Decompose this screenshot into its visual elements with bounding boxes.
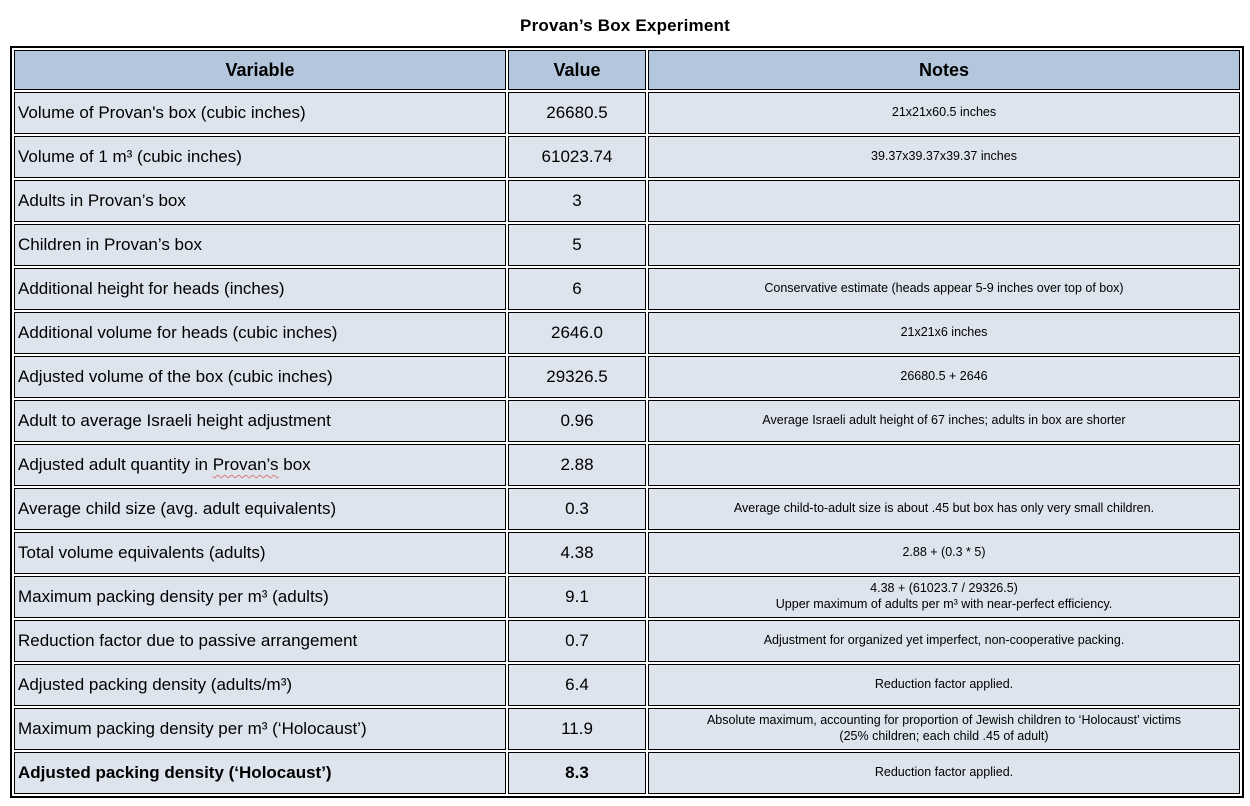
table-row: Adults in Provan’s box 3 (14, 180, 1240, 222)
table-row: Adjusted adult quantity in Provan’s box 2… (14, 444, 1240, 486)
note-cell: Reduction factor applied. (648, 664, 1240, 706)
value-cell: 6 (508, 268, 646, 310)
note-cell: 39.37x39.37x39.37 inches (648, 136, 1240, 178)
table-row: Adjusted packing density (adults/m³) 6.4 R… (14, 664, 1240, 706)
variable-cell: Additional height for heads (inches) (14, 268, 506, 310)
table-row: Additional volume for heads (cubic inche… (14, 312, 1240, 354)
variable-cell: Reduction factor due to passive arrangem… (14, 620, 506, 662)
note-cell: Average Israeli adult height of 67 inche… (648, 400, 1240, 442)
value-cell: 8.3 (508, 752, 646, 794)
variable-cell: Children in Provan’s box (14, 224, 506, 266)
variable-cell: Volume of Provan's box (cubic inches) (14, 92, 506, 134)
column-header-variable: Variable (14, 50, 506, 90)
value-cell: 4.38 (508, 532, 646, 574)
variable-cell: Adults in Provan’s box (14, 180, 506, 222)
note-cell: Conservative estimate (heads appear 5-9 … (648, 268, 1240, 310)
table-row: Maximum packing density per m³ (‘Holocau… (14, 708, 1240, 750)
note-cell: 2.88 + (0.3 * 5) (648, 532, 1240, 574)
note-cell (648, 444, 1240, 486)
note-cell: 26680.5 + 2646 (648, 356, 1240, 398)
variable-cell: Total volume equivalents (adults) (14, 532, 506, 574)
note-cell: Average child-to-adult size is about .45… (648, 488, 1240, 530)
variable-cell: Maximum packing density per m³ (‘Holocau… (14, 708, 506, 750)
value-cell: 29326.5 (508, 356, 646, 398)
note-cell (648, 180, 1240, 222)
variable-cell: Maximum packing density per m³ (adults) (14, 576, 506, 618)
table-row: Adjusted packing density (‘Holocaust’) 8.… (14, 752, 1240, 794)
table-row: Average child size (avg. adult equivalen… (14, 488, 1240, 530)
value-cell: 0.96 (508, 400, 646, 442)
value-cell: 3 (508, 180, 646, 222)
table-row: Reduction factor due to passive arrangem… (14, 620, 1240, 662)
value-cell: 0.3 (508, 488, 646, 530)
column-header-notes: Notes (648, 50, 1240, 90)
value-cell: 26680.5 (508, 92, 646, 134)
value-cell: 5 (508, 224, 646, 266)
table-row: Adult to average Israeli height adjustme… (14, 400, 1240, 442)
variable-cell: Adjusted adult quantity in Provan’s box (14, 444, 506, 486)
value-cell: 2.88 (508, 444, 646, 486)
note-line: Absolute maximum, accounting for proport… (706, 713, 1182, 728)
note-cell: Reduction factor applied. (648, 752, 1240, 794)
variable-cell: Volume of 1 m³ (cubic inches) (14, 136, 506, 178)
header-row: Variable Value Notes (14, 50, 1240, 90)
note-line: (25% children; each child .45 of adult) (839, 729, 1049, 743)
note-cell: 21x21x60.5 inches (648, 92, 1240, 134)
value-cell: 11.9 (508, 708, 646, 750)
spellcheck-underline: Provan’s (212, 454, 279, 474)
note-line: 4.38 + (61023.7 / 29326.5) (870, 581, 1018, 596)
variable-cell: Adult to average Israeli height adjustme… (14, 400, 506, 442)
table-row: Total volume equivalents (adults) 4.38 2.8… (14, 532, 1240, 574)
value-cell: 6.4 (508, 664, 646, 706)
column-header-value: Value (508, 50, 646, 90)
variable-cell: Adjusted packing density (‘Holocaust’) (14, 752, 506, 794)
value-cell: 0.7 (508, 620, 646, 662)
value-cell: 61023.74 (508, 136, 646, 178)
note-cell: Adjustment for organized yet imperfect, … (648, 620, 1240, 662)
variable-cell: Additional volume for heads (cubic inche… (14, 312, 506, 354)
note-cell: 21x21x6 inches (648, 312, 1240, 354)
note-cell: 4.38 + (61023.7 / 29326.5) Upper maximum … (648, 576, 1240, 618)
note-cell (648, 224, 1240, 266)
table-body: Volume of Provan's box (cubic inches) 266… (14, 92, 1240, 794)
variable-cell: Average child size (avg. adult equivalen… (14, 488, 506, 530)
variable-cell: Adjusted volume of the box (cubic inches… (14, 356, 506, 398)
note-cell: Absolute maximum, accounting for proport… (648, 708, 1240, 750)
experiment-table: Variable Value Notes Volume of Provan's … (10, 46, 1244, 798)
table-row: Volume of 1 m³ (cubic inches) 61023.74 39.… (14, 136, 1240, 178)
table-row: Adjusted volume of the box (cubic inches… (14, 356, 1240, 398)
table-row: Volume of Provan's box (cubic inches) 266… (14, 92, 1240, 134)
table-row: Children in Provan’s box 5 (14, 224, 1240, 266)
table-row: Maximum packing density per m³ (adults) 9… (14, 576, 1240, 618)
table-row: Additional height for heads (inches) 6 Con… (14, 268, 1240, 310)
note-line: Upper maximum of adults per m³ with near… (775, 597, 1113, 611)
value-cell: 9.1 (508, 576, 646, 618)
value-cell: 2646.0 (508, 312, 646, 354)
page-title: Provan’s Box Experiment (520, 16, 730, 35)
variable-cell: Adjusted packing density (adults/m³) (14, 664, 506, 706)
